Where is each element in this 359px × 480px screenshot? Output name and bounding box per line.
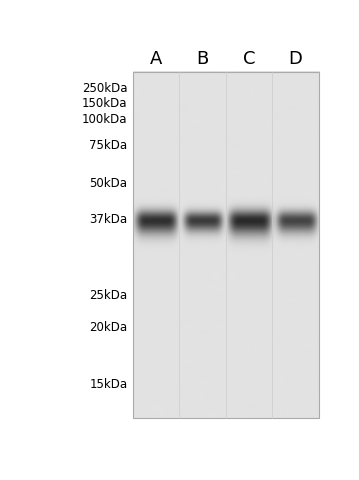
Text: A: A	[150, 50, 162, 68]
Text: 150kDa: 150kDa	[82, 97, 127, 110]
Text: 250kDa: 250kDa	[82, 82, 127, 95]
Text: 37kDa: 37kDa	[89, 213, 127, 226]
Text: 25kDa: 25kDa	[89, 289, 127, 302]
Text: D: D	[289, 50, 303, 68]
Text: 50kDa: 50kDa	[89, 177, 127, 190]
Text: 75kDa: 75kDa	[89, 138, 127, 152]
Text: 20kDa: 20kDa	[89, 320, 127, 333]
Text: 100kDa: 100kDa	[82, 112, 127, 126]
Text: B: B	[196, 50, 209, 68]
Text: 15kDa: 15kDa	[89, 377, 127, 390]
Bar	[132, 72, 319, 418]
Text: C: C	[243, 50, 255, 68]
